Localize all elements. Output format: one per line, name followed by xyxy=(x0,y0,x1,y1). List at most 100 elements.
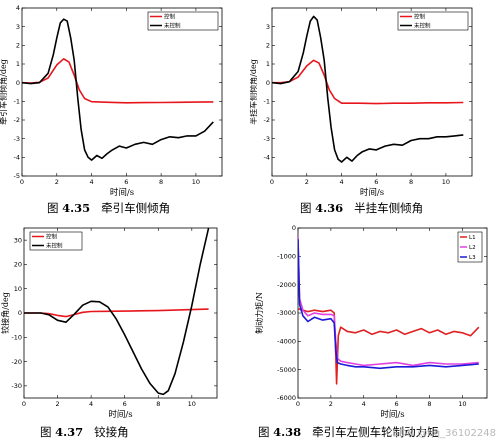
plot-area xyxy=(271,7,473,177)
y-tick-label: -2 xyxy=(14,116,20,124)
x-tick-label: 2 xyxy=(55,178,59,186)
y-tick-label: -6000 xyxy=(277,394,296,402)
x-axis-label: 时间/s xyxy=(360,187,384,196)
y-tick-label: 0 xyxy=(266,79,270,87)
y-axis-label: 半挂车侧倾角/deg xyxy=(250,59,258,125)
caption-fig-4-38: 图 4.38 牵引车左侧车轮制动力矩 xyxy=(258,424,439,440)
y-tick-label: -10 xyxy=(11,333,22,341)
caption-prefix: 图 xyxy=(258,425,274,439)
caption-text: 牵引车侧倾角 xyxy=(101,201,171,215)
y-tick-label: -4 xyxy=(14,154,20,162)
caption-number: 4.35 xyxy=(62,201,91,215)
legend-label: 控制 xyxy=(414,13,426,21)
y-tick-label: -4 xyxy=(264,154,270,162)
x-tick-label: 8 xyxy=(159,178,163,186)
legend-label: 未控制 xyxy=(414,22,431,30)
legend-box xyxy=(147,11,219,31)
y-axis-label: 铰接角/deg xyxy=(0,292,10,334)
y-tick-label: 3 xyxy=(266,23,270,31)
legend-label: L3 xyxy=(469,255,476,261)
x-tick-label: 10 xyxy=(458,400,466,408)
x-tick-label: 6 xyxy=(124,178,128,186)
caption-fig-4-36: 图 4.36 半挂车侧倾角 xyxy=(300,200,423,216)
chart-brake-torque: 0 2 4 6 8 10 -6000 -5000 -4000 -3000 -2000 -1000 0 时间… xyxy=(254,224,488,418)
chart-tractor-roll-angle: 0 2 4 6 8 10 -5 -4 -3 -2 -1 0 1 2 3 4 时间/s 牵引车侧倾角/deg 控制未控… xyxy=(0,4,223,196)
caption-prefix: 图 xyxy=(47,201,63,215)
legend-label: L1 xyxy=(469,235,476,241)
y-tick-label: -30 xyxy=(11,382,22,390)
caption-prefix: 图 xyxy=(300,201,316,215)
caption-number: 4.38 xyxy=(273,425,302,439)
x-tick-label: 4 xyxy=(89,400,93,408)
y-tick-label: 0 xyxy=(18,309,22,317)
y-tick-label: 10 xyxy=(14,285,22,293)
x-tick-label: 2 xyxy=(305,178,309,186)
y-tick-label: -1000 xyxy=(277,253,296,261)
x-tick-label: 6 xyxy=(123,400,127,408)
x-tick-label: 10 xyxy=(188,400,196,408)
y-axis-label: 制动力矩/N xyxy=(254,292,264,334)
y-tick-label: -3 xyxy=(264,135,270,143)
legend-label: 控制 xyxy=(46,233,58,241)
caption-text: 半挂车侧倾角 xyxy=(354,201,424,215)
x-axis-label: 时间/s xyxy=(110,187,134,196)
legend-label: 控制 xyxy=(164,13,176,21)
caption-fig-4-37: 图 4.37 铰接角 xyxy=(40,424,129,440)
y-tick-label: 1 xyxy=(266,60,270,68)
y-axis-label: 牵引车侧倾角/deg xyxy=(0,59,8,125)
series-line-控制 xyxy=(22,57,214,104)
chart-panel-tractor-roll: 0 2 4 6 8 10 -5 -4 -3 -2 -1 0 1 2 3 4 时间/s 牵引车侧倾角/deg 控制 未控… xyxy=(0,0,250,220)
x-tick-label: 8 xyxy=(409,178,413,186)
legend-label: 未控制 xyxy=(164,22,181,30)
y-tick-label: -20 xyxy=(11,358,22,366)
x-tick-label: 0 xyxy=(296,400,300,408)
plot-area xyxy=(23,227,218,399)
y-tick-label: -3 xyxy=(14,135,20,143)
legend-box xyxy=(397,11,469,31)
y-tick-label: 2 xyxy=(16,42,20,50)
legend-label: 未控制 xyxy=(46,242,63,250)
x-tick-label: 4 xyxy=(89,178,93,186)
x-tick-label: 2 xyxy=(329,400,333,408)
y-tick-label: 20 xyxy=(14,261,22,269)
legend-label: L2 xyxy=(469,245,476,251)
x-tick-label: 0 xyxy=(270,178,274,186)
x-tick-label: 10 xyxy=(442,178,450,186)
watermark: CSDN @qq_36102248 xyxy=(385,428,496,439)
series-line-L3 xyxy=(298,239,479,370)
caption-prefix: 图 xyxy=(40,425,56,439)
x-tick-label: 2 xyxy=(55,400,59,408)
y-tick-label: -3000 xyxy=(277,309,296,317)
y-tick-label: -1 xyxy=(264,98,270,106)
plot-area xyxy=(297,227,488,399)
x-tick-label: 8 xyxy=(427,400,431,408)
x-tick-label: 4 xyxy=(362,400,366,408)
x-axis-label: 时间/s xyxy=(108,409,132,418)
y-tick-label: 2 xyxy=(266,42,270,50)
chart-panel-brake-torque: 0 2 4 6 8 10 -6000 -5000 -4000 -3000 -2000 -1000 0 时间… xyxy=(250,222,500,442)
y-tick-label: 0 xyxy=(292,224,296,232)
series-line-L2 xyxy=(298,236,479,367)
x-tick-label: 0 xyxy=(22,400,26,408)
y-tick-label: 30 xyxy=(14,236,22,244)
y-tick-label: 4 xyxy=(16,4,20,12)
caption-number: 4.37 xyxy=(55,425,84,439)
y-tick-label: -1 xyxy=(14,98,20,106)
caption-text: 铰接角 xyxy=(94,425,129,439)
x-tick-label: 6 xyxy=(395,400,399,408)
x-tick-label: 8 xyxy=(156,400,160,408)
y-tick-label: -5 xyxy=(14,172,20,180)
y-tick-label: 3 xyxy=(16,23,20,31)
series-line-未控制 xyxy=(22,18,214,161)
x-tick-label: 4 xyxy=(339,178,343,186)
x-tick-label: 0 xyxy=(20,178,24,186)
x-axis-label: 时间/s xyxy=(380,409,404,418)
caption-fig-4-35: 图 4.35 牵引车侧倾角 xyxy=(47,200,170,216)
series-line-L1 xyxy=(298,308,480,385)
y-tick-label: -2 xyxy=(264,116,270,124)
x-tick-label: 6 xyxy=(374,178,378,186)
series-line-控制 xyxy=(24,308,209,318)
y-tick-label: 1 xyxy=(16,60,20,68)
